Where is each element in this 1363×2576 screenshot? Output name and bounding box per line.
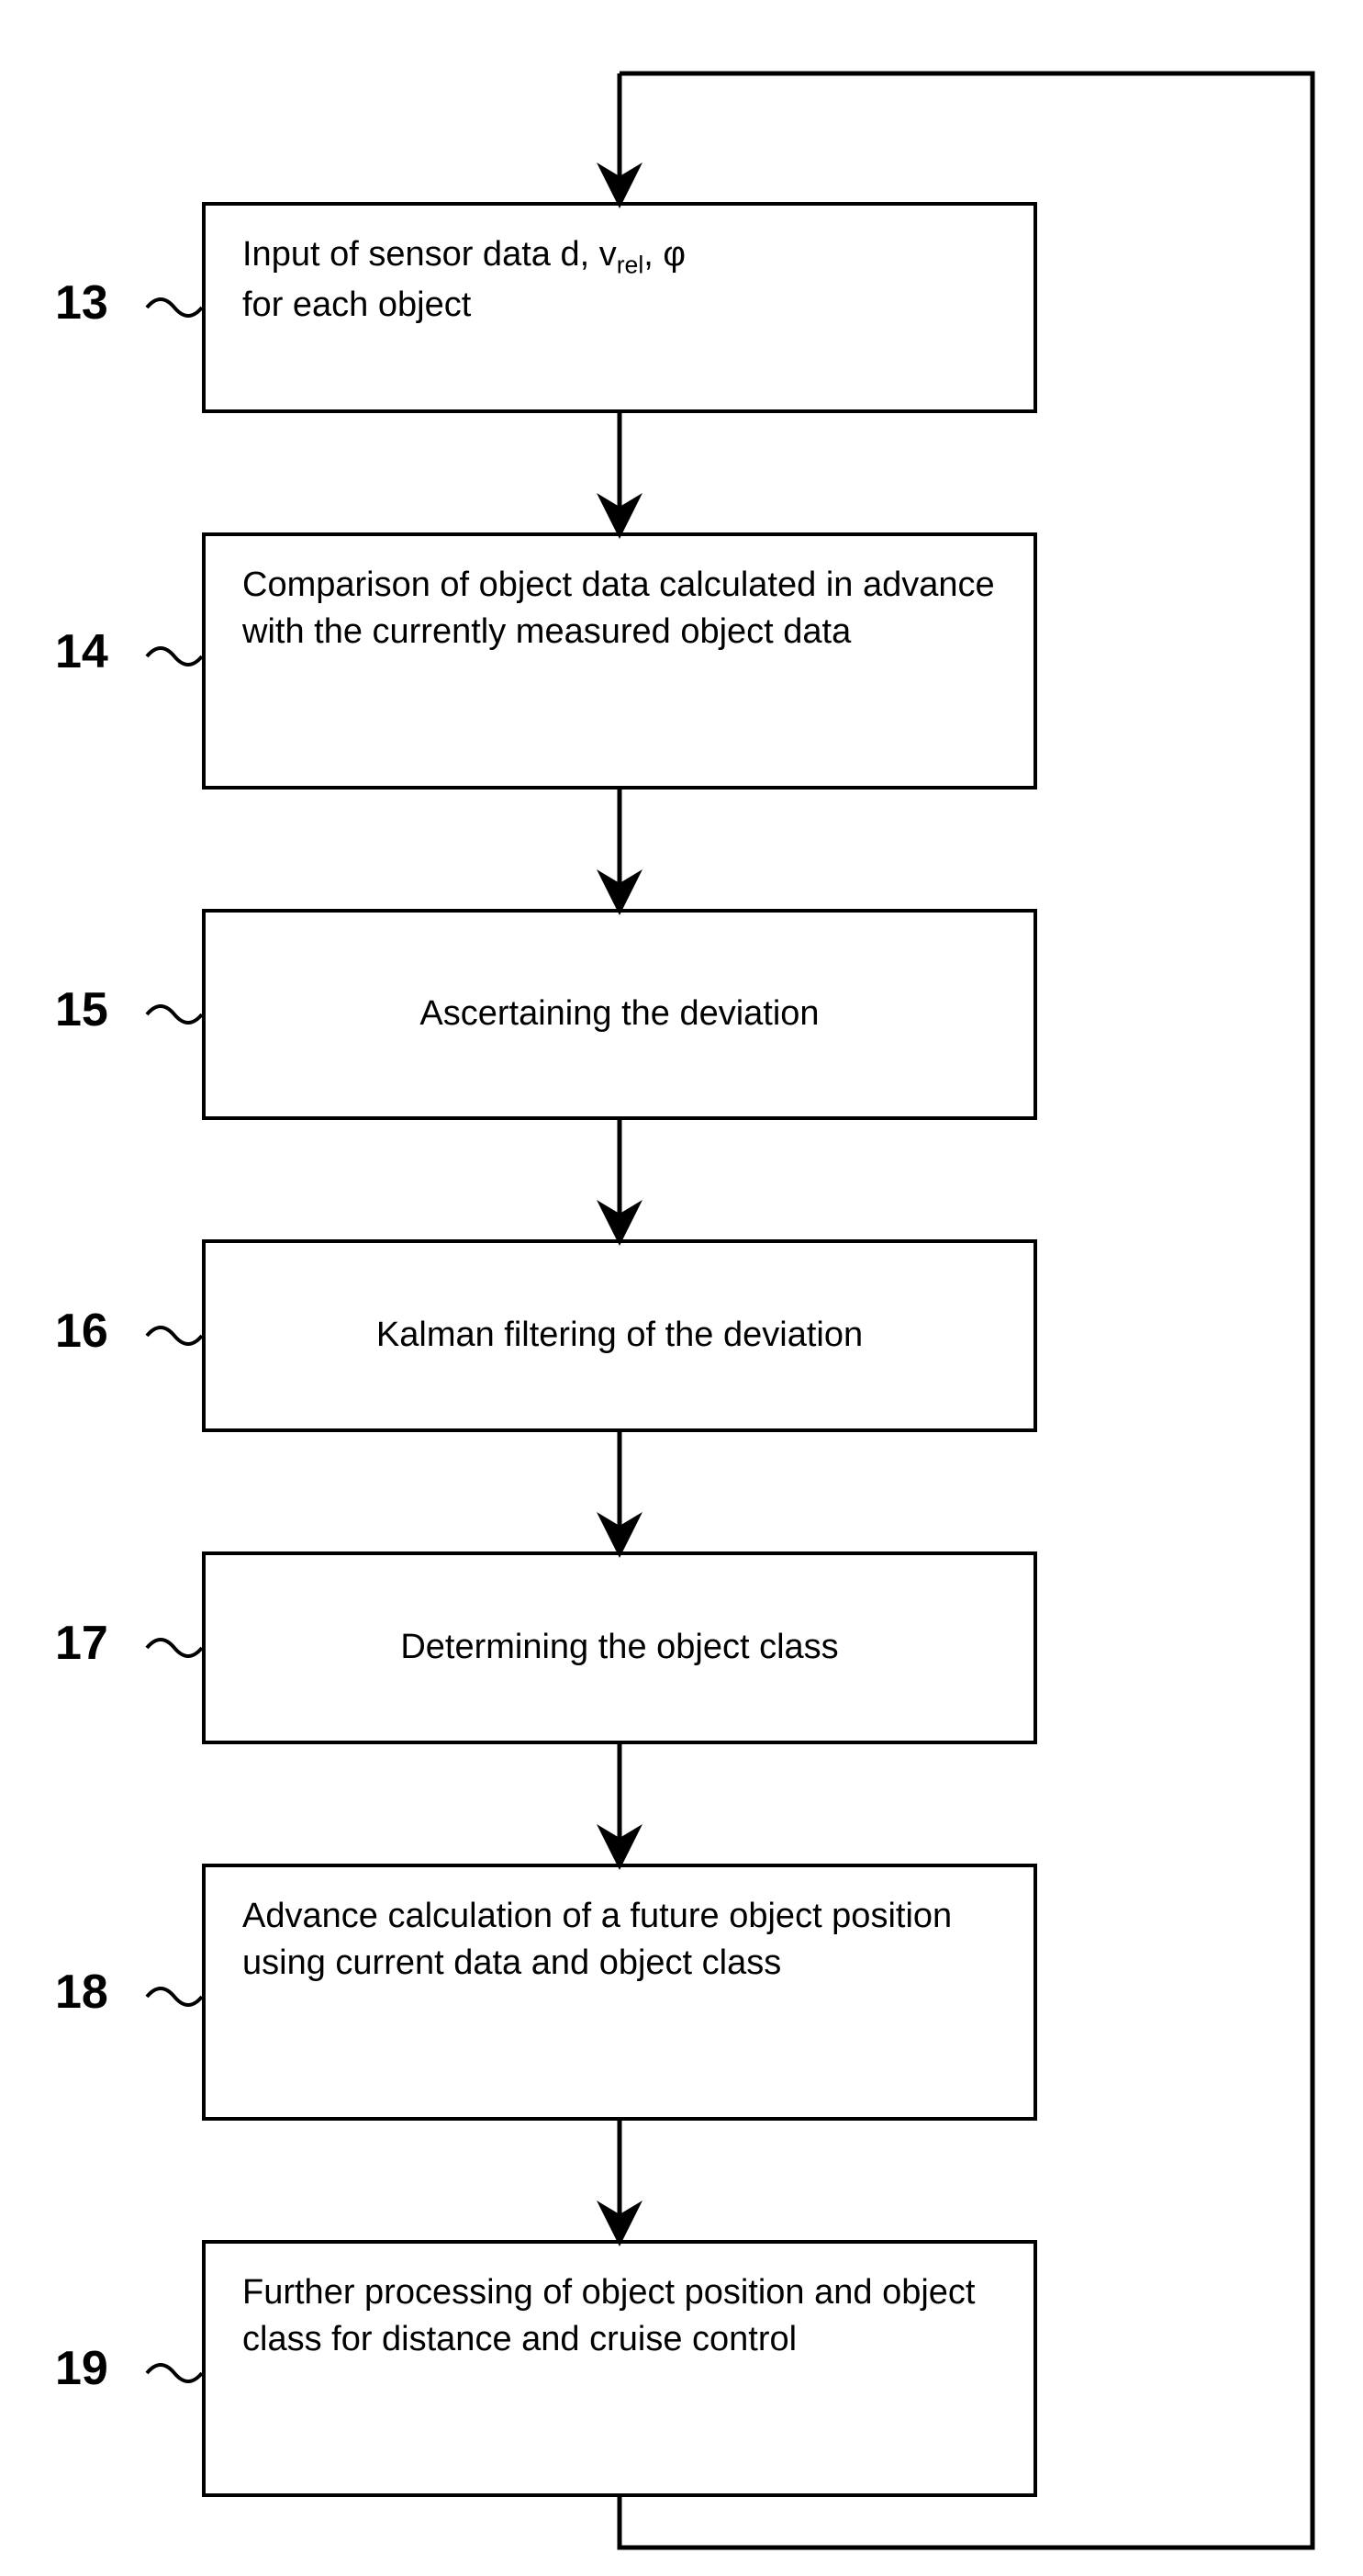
node-text: Advance calculation of a future object p… <box>242 1893 997 1988</box>
node-text: Input of sensor data d, vrel, φfor each … <box>242 231 686 330</box>
squiggle-16 <box>147 1327 202 1344</box>
flow-node-13: Input of sensor data d, vrel, φfor each … <box>202 202 1037 413</box>
flow-node-17: Determining the object class <box>202 1551 1037 1744</box>
step-label-16: 16 <box>55 1304 108 1359</box>
squiggle-19 <box>147 2365 202 2381</box>
step-label-18: 18 <box>55 1965 108 2020</box>
step-label-19: 19 <box>55 2341 108 2396</box>
step-label-17: 17 <box>55 1616 108 1671</box>
node-text: Ascertaining the deviation <box>419 991 819 1037</box>
flow-node-15: Ascertaining the deviation <box>202 909 1037 1120</box>
squiggle-17 <box>147 1640 202 1656</box>
squiggle-13 <box>147 299 202 316</box>
squiggle-15 <box>147 1006 202 1023</box>
step-label-13: 13 <box>55 275 108 330</box>
flowchart-canvas: Input of sensor data d, vrel, φfor each … <box>0 0 1363 2576</box>
node-text: Further processing of object position an… <box>242 2269 997 2364</box>
squiggle-14 <box>147 648 202 665</box>
flow-node-18: Advance calculation of a future object p… <box>202 1864 1037 2121</box>
node-text: Comparison of object data calculated in … <box>242 562 997 656</box>
node-text: Determining the object class <box>400 1624 838 1671</box>
squiggle-18 <box>147 1988 202 2005</box>
step-label-14: 14 <box>55 624 108 679</box>
node-text: Kalman filtering of the deviation <box>376 1312 863 1359</box>
step-label-15: 15 <box>55 982 108 1037</box>
flow-node-19: Further processing of object position an… <box>202 2240 1037 2497</box>
flow-node-16: Kalman filtering of the deviation <box>202 1239 1037 1432</box>
flow-node-14: Comparison of object data calculated in … <box>202 532 1037 790</box>
